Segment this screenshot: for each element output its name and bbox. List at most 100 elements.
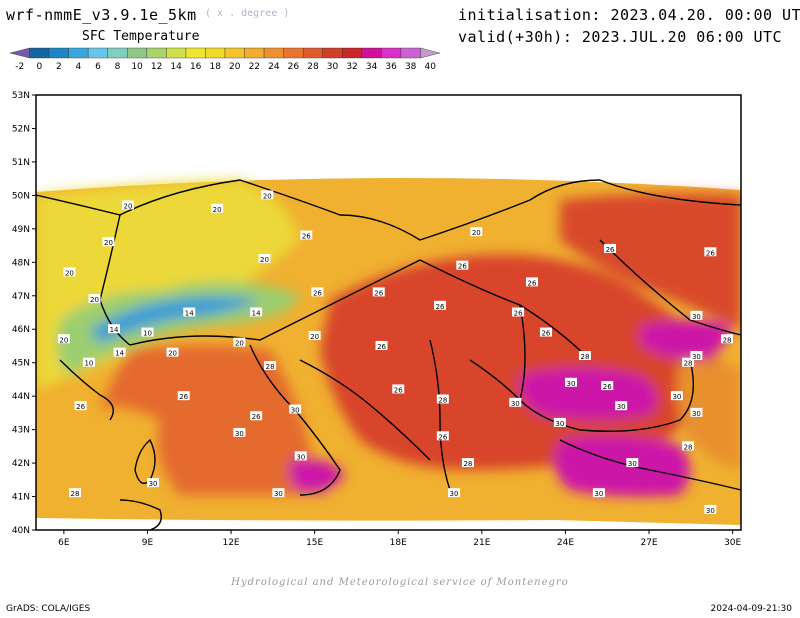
svg-text:26: 26 (76, 403, 85, 411)
contour-label: 26 (704, 247, 717, 257)
color-bar-label: 26 (288, 62, 300, 72)
contour-label: 30 (289, 404, 302, 415)
svg-text:30: 30 (235, 430, 244, 438)
svg-text:30: 30 (274, 490, 283, 498)
contour-label: 26 (601, 381, 614, 391)
contour-label: 28 (682, 357, 695, 368)
color-bar-label: 4 (76, 62, 82, 72)
svg-text:26: 26 (313, 289, 322, 297)
svg-text:26: 26 (252, 413, 261, 421)
svg-text:20: 20 (235, 340, 244, 348)
contour-label: 30 (147, 478, 160, 488)
contour-label: 26 (300, 230, 313, 241)
svg-text:14: 14 (185, 310, 194, 318)
svg-text:26: 26 (528, 279, 537, 287)
svg-text:26: 26 (438, 433, 447, 441)
svg-text:26: 26 (603, 383, 612, 391)
svg-text:26: 26 (436, 303, 445, 311)
svg-text:26: 26 (706, 249, 715, 257)
contour-label: 30 (565, 377, 578, 388)
contour-label: 28 (682, 441, 695, 451)
color-bar-label: 28 (307, 62, 319, 72)
color-bar: -2 0 2 4 6 8 10 12 14 16 18 20 22 24 26 28 30 32 34 36 38 40 (9, 47, 441, 72)
svg-text:26: 26 (302, 233, 311, 241)
contour-label: 26 (74, 401, 87, 411)
svg-text:30: 30 (511, 400, 520, 408)
svg-text:28: 28 (463, 460, 472, 468)
svg-text:28: 28 (71, 490, 80, 498)
svg-text:14: 14 (252, 310, 261, 318)
color-bar-label: 38 (405, 62, 417, 72)
svg-text:10: 10 (143, 330, 152, 338)
color-bar-label: 30 (327, 62, 339, 72)
svg-text:20: 20 (65, 269, 74, 277)
svg-text:30: 30 (567, 380, 576, 388)
contour-label: 26 (456, 260, 469, 271)
lat-label: 51N (12, 158, 30, 168)
svg-text:20: 20 (213, 206, 222, 214)
lat-label: 44N (12, 392, 30, 402)
color-bar-label: 16 (190, 62, 202, 72)
svg-text:30: 30 (692, 410, 701, 418)
model-name: wrf-nmmE_v3.9.1e_5km (6, 6, 197, 24)
field-ukraine (560, 193, 741, 330)
svg-text:28: 28 (684, 443, 693, 451)
contour-label: 30 (553, 417, 566, 428)
lat-label: 46N (12, 325, 30, 335)
lon-label: 30E (724, 538, 741, 548)
lon-label: 27E (640, 538, 657, 548)
svg-text:10: 10 (84, 360, 93, 368)
svg-text:26: 26 (179, 393, 188, 401)
contour-label: 30 (447, 488, 460, 498)
contour-label: 30 (690, 351, 703, 361)
lon-label: 6E (58, 538, 70, 548)
contour-label: 28 (436, 394, 449, 405)
color-bar-label: 36 (385, 62, 397, 72)
lat-label: 47N (12, 292, 30, 302)
svg-text:20: 20 (263, 192, 272, 200)
svg-text:14: 14 (115, 350, 124, 358)
svg-text:30: 30 (594, 490, 603, 498)
contour-label: 26 (177, 391, 190, 401)
svg-text:26: 26 (606, 246, 615, 254)
color-bar-label: 34 (366, 62, 378, 72)
contour-label: 28 (69, 488, 82, 498)
svg-text:30: 30 (706, 507, 715, 515)
lat-label: 40N (12, 526, 30, 536)
color-bar-label: 40 (425, 62, 437, 72)
contour-label: 26 (436, 431, 449, 441)
svg-text:26: 26 (377, 343, 386, 351)
svg-text:30: 30 (296, 453, 305, 461)
svg-text:26: 26 (394, 386, 403, 394)
initialisation-time: initialisation: 2023.04.20. 00:00 UTC (458, 6, 800, 24)
field-italy (100, 345, 330, 495)
svg-text:30: 30 (692, 313, 701, 321)
contour-label: 26 (512, 307, 525, 318)
contour-label: 30 (704, 504, 717, 515)
contour-label: 20 (63, 267, 76, 277)
lon-label: 24E (557, 538, 574, 548)
svg-text:26: 26 (541, 330, 550, 338)
contour-label: 26 (434, 300, 447, 311)
svg-text:26: 26 (458, 263, 467, 271)
contour-label: 26 (375, 340, 388, 351)
contour-label: 20 (211, 203, 224, 214)
contour-label: 26 (526, 277, 539, 287)
contour-label: 28 (721, 334, 734, 344)
svg-text:20: 20 (168, 350, 177, 358)
lon-label: 21E (473, 538, 490, 548)
contour-label: 14 (108, 324, 121, 334)
lon-label: 9E (142, 538, 154, 548)
svg-text:20: 20 (90, 296, 99, 304)
svg-text:26: 26 (514, 310, 523, 318)
lat-label: 41N (12, 493, 30, 503)
contour-label: 20 (166, 347, 179, 358)
contour-label: 20 (258, 253, 271, 264)
color-bar-label: 2 (56, 62, 62, 72)
field-alps-cold (90, 296, 260, 342)
svg-text:20: 20 (310, 333, 319, 341)
svg-text:20: 20 (260, 256, 269, 264)
color-bar-label: -2 (15, 62, 24, 72)
contour-label: 26 (311, 287, 324, 297)
color-bar-label: 22 (249, 62, 260, 72)
